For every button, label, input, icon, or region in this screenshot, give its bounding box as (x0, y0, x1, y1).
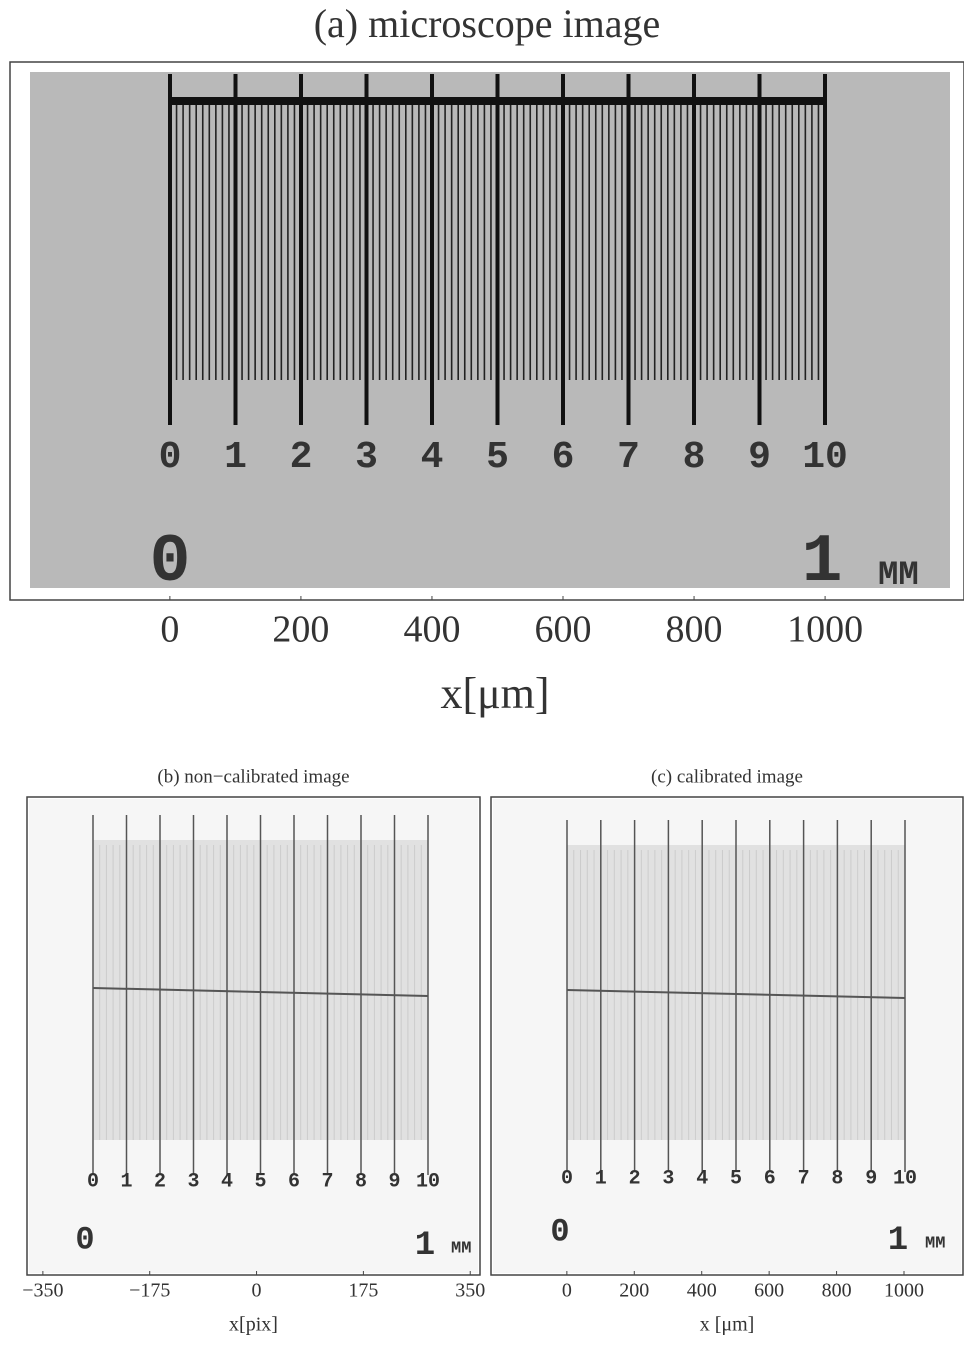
corner-zero: 0 (75, 1221, 94, 1258)
ruler-label: 2 (290, 436, 313, 479)
x-tick-label: 0 (562, 1280, 572, 1302)
x-tick-label: 600 (754, 1280, 784, 1302)
ruler-label: 10 (893, 1167, 917, 1190)
ruler-label: 2 (154, 1170, 166, 1193)
corner-zero: 0 (150, 524, 191, 601)
ruler-label: 4 (421, 436, 444, 479)
panel-title: (b) non−calibrated image (157, 766, 349, 787)
ruler-label: 1 (120, 1170, 132, 1193)
ruler-label: 0 (561, 1167, 573, 1190)
x-tick-label: 0 (160, 609, 179, 651)
ruler-label: 7 (798, 1167, 810, 1190)
ruler-label: 4 (696, 1167, 708, 1190)
panel-title: (c) calibrated image (651, 766, 803, 787)
ruler-label: 6 (764, 1167, 776, 1190)
corner-unit: MM (925, 1234, 945, 1253)
ruler-label: 10 (416, 1170, 440, 1193)
x-tick-label: 800 (822, 1280, 852, 1302)
x-tick-label: 175 (348, 1280, 378, 1302)
ruler-bar (566, 989, 906, 999)
panel-title: (a) microscope image (314, 1, 661, 46)
x-tick-label: 600 (535, 609, 592, 651)
x-axis-label: x[pix] (229, 1314, 278, 1336)
ruler-label: 4 (221, 1170, 233, 1193)
ruler-label: 1 (595, 1167, 607, 1190)
ruler-label: 3 (662, 1167, 674, 1190)
x-tick-label: 400 (687, 1280, 717, 1302)
x-tick-label: 200 (272, 609, 329, 651)
ruler-label: 0 (159, 436, 182, 479)
ruler-bar (92, 987, 429, 997)
ruler-label: 5 (254, 1170, 266, 1193)
ruler-label: 2 (629, 1167, 641, 1190)
corner-one: 1 (802, 524, 843, 601)
x-tick-label: 1000 (884, 1280, 924, 1302)
x-tick-label: 400 (403, 609, 460, 651)
ruler-label: 10 (802, 436, 848, 479)
ruler-label: 1 (224, 436, 247, 479)
ruler-label: 3 (187, 1170, 199, 1193)
corner-one: 1 (415, 1227, 435, 1265)
ruler-label: 7 (321, 1170, 333, 1193)
ruler-label: 9 (865, 1167, 877, 1190)
x-tick-label: −175 (129, 1280, 170, 1302)
ruler-label: 3 (355, 436, 378, 479)
x-axis-label: x [μm] (700, 1314, 755, 1336)
ruler-label: 6 (552, 436, 575, 479)
ruler-label: 8 (831, 1167, 843, 1190)
ruler-label: 0 (87, 1170, 99, 1193)
ruler-label: 6 (288, 1170, 300, 1193)
x-axis-label: x[μm] (440, 669, 549, 718)
x-tick-label: 0 (252, 1280, 262, 1302)
x-tick-label: −350 (22, 1280, 63, 1302)
corner-one: 1 (888, 1222, 908, 1260)
x-tick-label: 200 (619, 1280, 649, 1302)
ruler-label: 7 (617, 436, 640, 479)
ruler-label: 5 (486, 436, 509, 479)
corner-zero: 0 (550, 1213, 569, 1250)
ruler-label: 8 (683, 436, 706, 479)
x-tick-label: 1000 (787, 609, 863, 651)
ruler-label: 9 (388, 1170, 400, 1193)
ruler-label: 8 (355, 1170, 367, 1193)
corner-unit: MM (878, 557, 919, 595)
corner-unit: MM (451, 1239, 471, 1258)
x-tick-label: 350 (455, 1280, 485, 1302)
ruler-label: 9 (748, 436, 771, 479)
x-tick-label: 800 (666, 609, 723, 651)
ruler-label: 5 (730, 1167, 742, 1190)
